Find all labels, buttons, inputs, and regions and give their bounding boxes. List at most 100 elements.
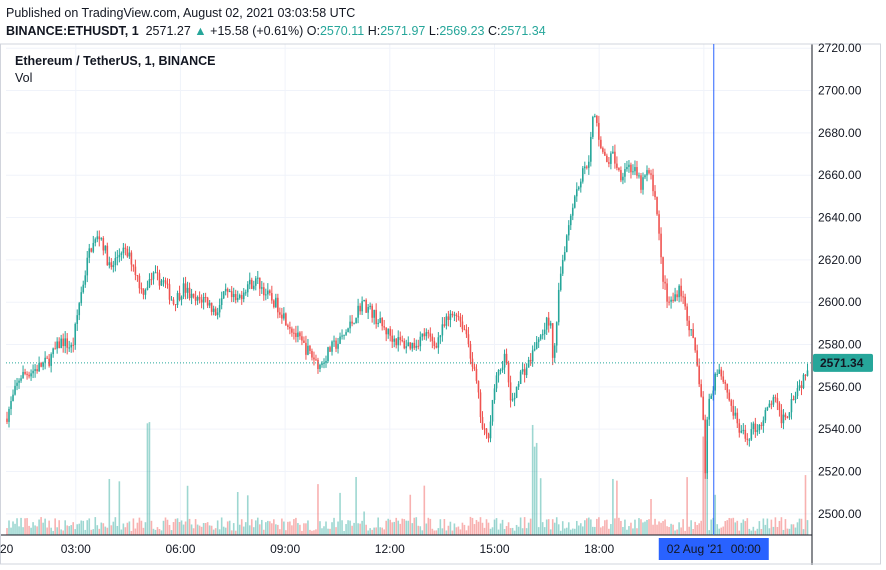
- volume-bar: [128, 521, 131, 535]
- candle-body: [134, 266, 137, 276]
- candle-body: [720, 369, 723, 377]
- volume-bar: [401, 518, 404, 535]
- candle-body: [553, 345, 556, 358]
- candle-body: [760, 424, 763, 426]
- candle-body: [367, 307, 369, 313]
- volume-bar: [690, 520, 692, 535]
- candle-body: [279, 312, 281, 315]
- volume-bar: [234, 530, 237, 535]
- volume-bar: [285, 530, 287, 535]
- candle-body: [577, 187, 580, 190]
- volume-bar: [144, 522, 147, 535]
- volume-bar: [335, 527, 337, 535]
- symbol-label: BINANCE:ETHUSDT, 1: [6, 24, 139, 38]
- candle-body: [535, 342, 538, 349]
- candle-body: [612, 151, 614, 154]
- volume-bar: [190, 524, 193, 535]
- volume-bar: [624, 519, 626, 535]
- volume-bar: [317, 484, 319, 535]
- price-axis[interactable]: 2720.00 2700.00 2680.00 2660.00 2640.00 2620.…: [818, 41, 862, 521]
- volume-bar: [636, 528, 638, 535]
- volume-bar: [575, 520, 578, 535]
- candle-body: [752, 423, 755, 430]
- candle-body: [369, 305, 371, 308]
- candle-body: [234, 294, 237, 301]
- candle-body: [162, 280, 165, 282]
- candle-body: [686, 306, 688, 321]
- candle-body: [700, 384, 702, 397]
- candle-body: [58, 341, 60, 349]
- change-value: +15.58 (+0.61%): [210, 24, 304, 38]
- candle-body: [415, 345, 418, 348]
- candle-body: [575, 189, 578, 197]
- volume-bar: [650, 499, 652, 535]
- volume-bar: [529, 518, 532, 535]
- volume-bar: [50, 527, 52, 535]
- candle-body: [293, 332, 295, 334]
- candle-body: [258, 277, 261, 289]
- candle-body: [588, 161, 590, 168]
- candle-body: [250, 279, 253, 289]
- volume-bar: [445, 530, 448, 535]
- candle-body: [20, 378, 22, 381]
- candle-body: [56, 341, 58, 349]
- candle-body: [359, 305, 361, 312]
- volume-bar: [437, 528, 440, 535]
- candle-body: [632, 171, 634, 173]
- candle-body: [180, 296, 183, 300]
- volume-bar: [42, 522, 44, 535]
- candle-body: [802, 374, 805, 388]
- volume-bar: [164, 517, 167, 535]
- candle-body: [604, 151, 606, 156]
- candle-body: [379, 318, 381, 323]
- volume-bar: [208, 525, 211, 535]
- volume-bar: [517, 526, 520, 535]
- candle-body: [10, 401, 12, 410]
- candle-body: [547, 317, 550, 326]
- volume-bar: [706, 441, 708, 535]
- volume-bar: [258, 524, 261, 535]
- candle-body: [319, 364, 321, 369]
- x-tick-label: 03:00: [61, 542, 91, 556]
- volume-bar: [449, 521, 452, 535]
- volume-bar: [666, 526, 668, 535]
- candle-body: [172, 299, 175, 304]
- volume-bar: [200, 526, 203, 535]
- candle-body: [782, 414, 785, 424]
- crosshair-date-tag: [658, 538, 769, 560]
- volume-bar: [768, 528, 771, 535]
- candle-body: [273, 300, 275, 308]
- volume-bar: [573, 528, 576, 535]
- crosshair-date-label: 02 Aug '21: [667, 542, 724, 556]
- volume-bar: [742, 519, 745, 535]
- volume-bar: [130, 530, 133, 535]
- candle-body: [563, 252, 566, 260]
- candle-body: [551, 323, 554, 358]
- candle-body: [493, 388, 496, 401]
- volume-bar: [273, 519, 275, 535]
- volume-bar: [162, 520, 165, 535]
- candle-body: [626, 167, 628, 170]
- volume-bar: [18, 526, 20, 535]
- candle-body: [102, 238, 105, 251]
- volume-bar: [796, 522, 799, 535]
- volume-bar: [660, 522, 662, 535]
- candle-body: [152, 272, 155, 280]
- y-tick-label: 2560.00: [818, 380, 862, 394]
- volume-bar: [664, 519, 666, 535]
- volume-bar: [54, 518, 56, 535]
- candle-body: [230, 291, 233, 298]
- candle-body: [176, 293, 179, 305]
- candle-body: [405, 346, 408, 349]
- candle-body: [445, 316, 448, 326]
- volume-bar: [547, 519, 550, 535]
- candle-body: [592, 116, 594, 137]
- candle-body: [569, 215, 572, 226]
- volume-bar: [634, 519, 636, 535]
- candle-body: [702, 396, 704, 420]
- candle-body: [66, 338, 68, 348]
- volume-bar: [632, 528, 634, 535]
- candle-body: [130, 252, 133, 265]
- candle-body: [429, 333, 432, 337]
